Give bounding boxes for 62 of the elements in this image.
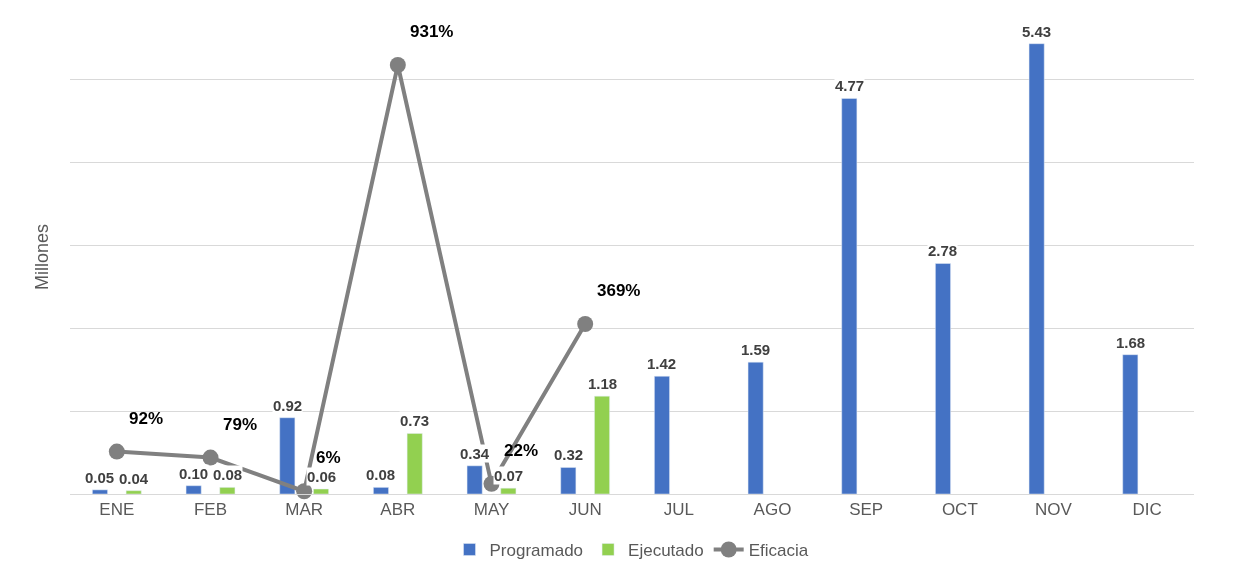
bar: [185, 485, 202, 494]
bar: [125, 490, 142, 494]
bar: [654, 375, 670, 494]
data-label: 931%: [410, 22, 454, 41]
data-label: 79%: [223, 415, 258, 434]
data-label: 0.73: [400, 412, 430, 429]
bar: [92, 489, 108, 494]
x-tick-label: DIC: [1132, 500, 1162, 520]
bar: [500, 487, 517, 494]
x-tick-label: AGO: [753, 500, 792, 520]
data-label: 369%: [597, 281, 641, 300]
data-label: 1.59: [741, 341, 771, 358]
y-axis-title: Millones: [32, 223, 53, 291]
data-label: 1.42: [647, 355, 677, 372]
x-tick-label: ENE: [99, 500, 135, 520]
x-tick-label: OCT: [941, 500, 978, 520]
bar: [935, 263, 951, 494]
point: [577, 315, 594, 332]
data-label: 0.08: [366, 466, 396, 483]
point: [202, 449, 219, 466]
point: [389, 57, 406, 73]
bar: [373, 487, 389, 494]
x-tick-label: JUN: [568, 500, 602, 520]
data-label: 0.05: [85, 469, 115, 486]
data-label: 0.07: [494, 467, 524, 484]
data-label: 4.77: [835, 77, 865, 94]
bar: [219, 487, 236, 494]
data-label: 22%: [504, 441, 539, 460]
data-label: 0.10: [179, 465, 209, 482]
data-label: 0.08: [213, 466, 243, 483]
bar: [560, 467, 577, 494]
point: [108, 443, 125, 460]
data-label: 0.32: [554, 446, 584, 463]
data-label: 0.34: [460, 445, 490, 462]
bar: [406, 433, 423, 494]
data-label: 6%: [316, 448, 341, 467]
data-label: 5.43: [1022, 23, 1052, 40]
data-label: 0.04: [119, 470, 149, 487]
x-tick-label: MAY: [473, 500, 510, 520]
bar: [313, 488, 329, 494]
data-label: 1.18: [588, 375, 618, 392]
data-label: 1.68: [1116, 334, 1146, 351]
data-label: 0.06: [307, 468, 337, 485]
data-label: 0.92: [273, 397, 303, 414]
bar: [594, 395, 610, 494]
x-tick-label: MAR: [285, 500, 324, 520]
bar: [1028, 43, 1045, 494]
bar: [747, 361, 764, 494]
x-tick-label: ABR: [380, 500, 416, 520]
x-tick-label: FEB: [193, 500, 228, 520]
legend-label: Ejecutado: [628, 541, 704, 561]
legend-label: Programado: [489, 541, 584, 561]
bar: [466, 465, 483, 494]
x-tick-label: JUL: [663, 500, 694, 520]
x-tick-label: SEP: [849, 500, 884, 520]
data-label: 2.78: [928, 242, 958, 259]
bar: [1122, 354, 1139, 494]
data-label: 92%: [129, 409, 164, 428]
x-tick-label: NOV: [1035, 500, 1073, 520]
bar: [841, 98, 858, 494]
bar: [279, 417, 296, 494]
legend-label: Eficacia: [748, 541, 809, 561]
